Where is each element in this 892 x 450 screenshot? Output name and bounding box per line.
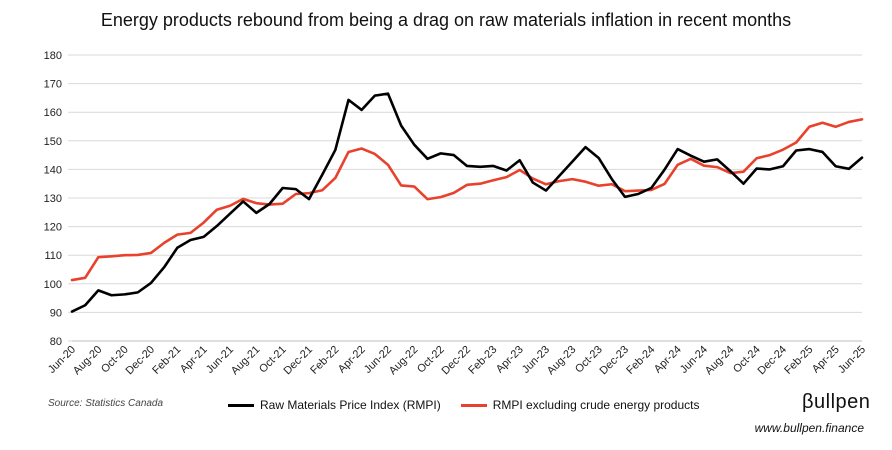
y-tick-label: 180	[44, 50, 62, 62]
x-tick-label: Feb-24	[624, 344, 657, 377]
series-lines	[70, 92, 864, 313]
legend-label-rmpi-ex-energy: RMPI excluding crude energy products	[492, 398, 700, 412]
gridlines	[68, 54, 862, 342]
y-tick-label: 170	[44, 79, 62, 91]
line-chart: 80 90 100 110 120 130 140 150 160 170 180 Jun-20Au…	[44, 50, 868, 378]
x-tick-label: Dec-22	[440, 344, 474, 378]
x-tick-label: Aug-20	[71, 344, 105, 378]
x-tick-label: Aug-22	[387, 344, 421, 378]
x-tick-label: Dec-23	[598, 344, 632, 378]
y-tick-label: 160	[44, 107, 62, 119]
x-tick-label: Feb-22	[308, 344, 341, 377]
x-tick-label: Apr-23	[494, 344, 526, 376]
series-line-1	[70, 118, 864, 282]
legend: Raw Materials Price Index (RMPI) RMPI ex…	[228, 398, 700, 412]
y-tick-label: 150	[44, 136, 62, 148]
x-tick-label: Apr-24	[652, 344, 684, 376]
y-axis: 80 90 100 110 120 130 140 150 160 170 180	[44, 50, 62, 348]
y-tick-label: 110	[44, 250, 62, 262]
legend-item-rmpi: Raw Materials Price Index (RMPI)	[228, 398, 441, 412]
x-axis: Jun-20Aug-20Oct-20Dec-20Feb-21Apr-21Jun-…	[46, 340, 868, 378]
x-tick-label: Dec-20	[124, 344, 158, 378]
series-line-0	[70, 92, 864, 313]
chart-title: Energy products rebound from being a dra…	[100, 10, 792, 30]
x-tick-label: Dec-24	[756, 344, 790, 378]
x-tick-label: Feb-21	[150, 344, 183, 377]
y-tick-label: 80	[50, 336, 62, 348]
x-tick-label: Jun-25	[836, 344, 868, 376]
x-tick-label: Aug-23	[545, 344, 579, 378]
x-tick-label: Apr-21	[178, 344, 210, 376]
legend-swatch-rmpi	[228, 403, 254, 407]
legend-label-rmpi: Raw Materials Price Index (RMPI)	[260, 398, 441, 412]
x-tick-label: Apr-25	[810, 344, 842, 376]
y-tick-label: 90	[50, 307, 62, 319]
brand-url[interactable]: www.bullpen.finance	[754, 421, 864, 435]
x-tick-label: Aug-24	[703, 344, 737, 378]
y-tick-label: 100	[44, 279, 62, 291]
x-tick-label: Aug-21	[229, 344, 263, 378]
y-tick-label: 140	[44, 164, 62, 176]
x-tick-label: Dec-21	[282, 344, 316, 378]
source-note: Source: Statistics Canada	[48, 398, 164, 409]
brand-logo: βullpen	[802, 391, 871, 413]
legend-item-rmpi-ex-energy: RMPI excluding crude energy products	[460, 398, 700, 412]
y-tick-label: 120	[44, 222, 62, 234]
x-tick-label: Apr-22	[336, 344, 368, 376]
x-tick-label: Feb-25	[782, 344, 815, 377]
y-tick-label: 130	[44, 193, 62, 205]
x-tick-label: Feb-23	[466, 344, 499, 377]
legend-swatch-rmpi-ex-energy	[460, 403, 487, 407]
